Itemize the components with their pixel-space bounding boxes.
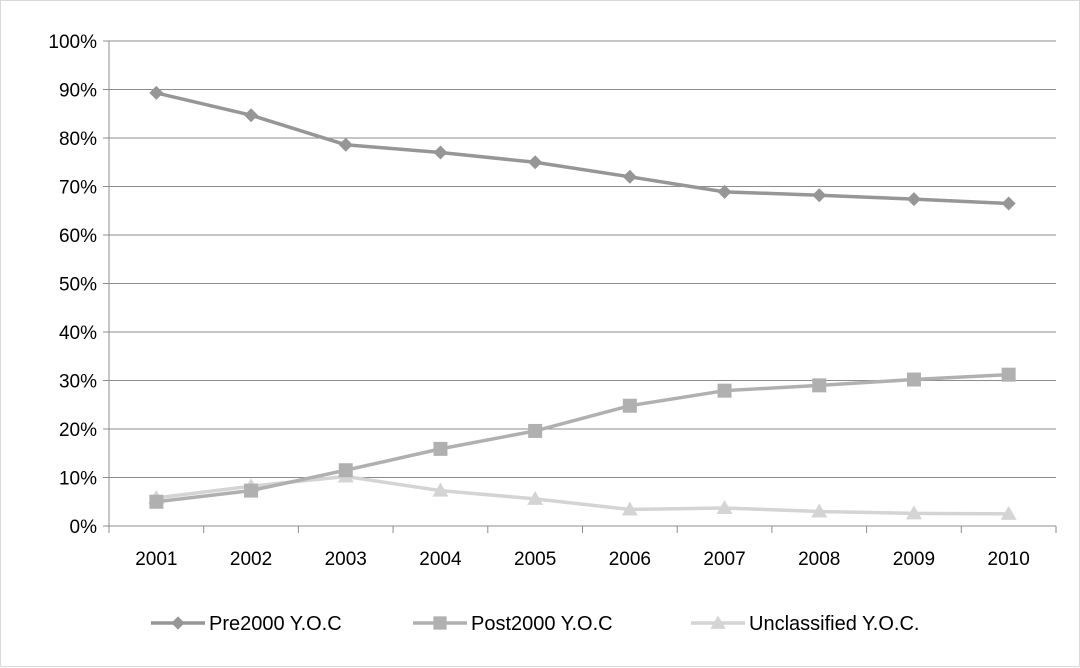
square-marker — [622, 398, 637, 413]
x-tick-label: 2010 — [988, 549, 1030, 570]
square-marker — [906, 372, 921, 387]
series-3 — [148, 468, 1017, 520]
triangle-marker — [527, 490, 544, 505]
legend-item: Post2000 Y.O.C — [413, 613, 613, 635]
y-tick-label: 100% — [48, 32, 97, 53]
legend-item: Unclassified Y.O.C. — [691, 613, 919, 635]
diamond-marker — [149, 85, 164, 100]
legend-label: Post2000 Y.O.C — [471, 613, 613, 635]
diamond-marker — [528, 155, 543, 170]
series-2 — [149, 367, 1016, 509]
x-tick-label: 2001 — [135, 549, 177, 570]
triangle-marker — [1000, 505, 1017, 520]
y-tick-label: 40% — [59, 323, 97, 344]
y-tick-label: 30% — [59, 372, 97, 393]
series-group — [148, 85, 1017, 520]
diamond-marker — [906, 192, 921, 207]
triangle-marker — [716, 500, 733, 515]
y-tick-label: 20% — [59, 420, 97, 441]
diamond-marker — [717, 184, 732, 199]
legend-item: Pre2000 Y.O.C — [151, 613, 342, 635]
diamond-marker — [812, 188, 827, 203]
series-line — [155, 91, 1009, 206]
diamond-marker — [338, 137, 353, 152]
x-tick-label: 2005 — [514, 549, 556, 570]
legend-label: Pre2000 Y.O.C — [209, 613, 342, 635]
y-tick-label: 90% — [59, 81, 97, 102]
diamond-marker — [171, 616, 185, 630]
square-marker — [433, 616, 447, 630]
x-tick-label: 2002 — [230, 549, 272, 570]
y-tick-label: 50% — [59, 275, 97, 296]
triangle-marker — [432, 482, 449, 497]
y-tick-label: 60% — [59, 226, 97, 247]
triangle-marker — [811, 503, 828, 518]
square-marker — [149, 494, 164, 509]
y-tick-label: 80% — [59, 129, 97, 150]
x-tick-label: 2008 — [798, 549, 840, 570]
triangle-marker — [905, 505, 922, 520]
diamond-marker — [622, 169, 637, 184]
axes: 0% 10% 20% 30% 40% 50% 60% 70% 80% 90% 100% 2001 200… — [48, 32, 1057, 570]
diamond-marker — [1001, 196, 1016, 211]
diamond-marker — [244, 108, 259, 123]
triangle-marker — [710, 615, 726, 629]
x-tick-label: 2009 — [893, 549, 935, 570]
legend: Pre2000 Y.O.C Post2000 Y.O.C Unclassified … — [151, 613, 919, 635]
legend-label: Unclassified Y.O.C. — [749, 613, 919, 635]
x-tick-label: 2006 — [609, 549, 651, 570]
y-tick-label: 0% — [70, 517, 98, 538]
square-marker — [1001, 367, 1016, 382]
x-tick-label: 2003 — [325, 549, 367, 570]
y-tick-label: 70% — [59, 178, 97, 199]
x-tick-label: 2007 — [703, 549, 745, 570]
y-tick-label: 10% — [59, 469, 97, 490]
square-marker — [812, 378, 827, 393]
gridlines — [109, 40, 1056, 478]
x-tick-label: 2004 — [419, 549, 462, 570]
square-marker — [338, 463, 353, 478]
square-marker — [528, 423, 543, 438]
series-1 — [149, 85, 1016, 211]
diamond-marker — [433, 145, 448, 160]
square-marker — [244, 483, 259, 498]
triangle-marker — [621, 501, 638, 516]
square-marker — [717, 383, 732, 398]
square-marker — [433, 441, 448, 456]
series-line — [156, 372, 1009, 504]
